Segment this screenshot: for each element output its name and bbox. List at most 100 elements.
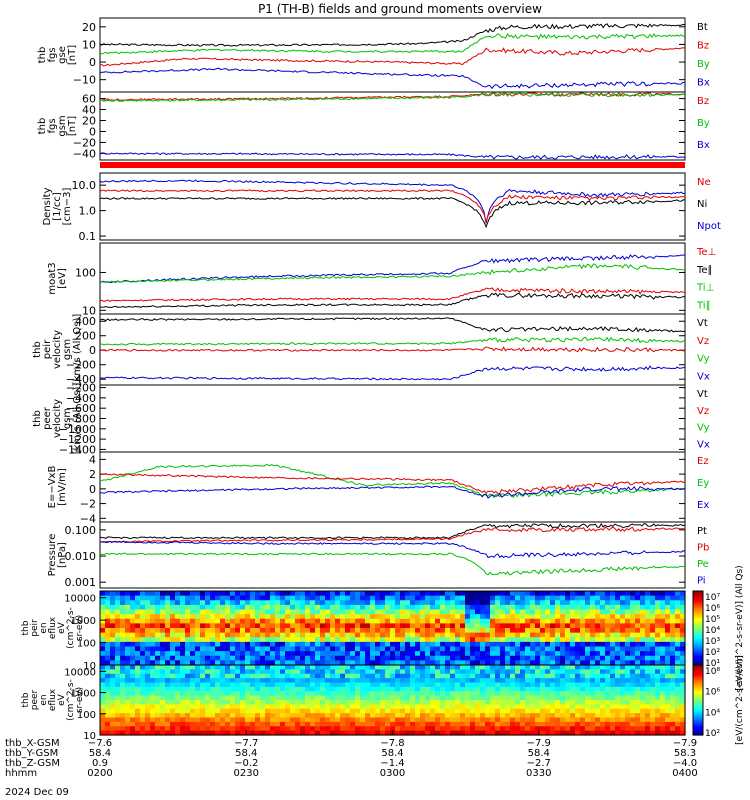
spectrogram-cell xyxy=(610,600,616,606)
spectrogram-cell xyxy=(150,660,156,666)
spectrogram-cell xyxy=(330,665,336,670)
spectrogram-cell xyxy=(155,618,161,624)
spectrogram-cell xyxy=(530,673,536,679)
spectrogram-cell xyxy=(565,730,571,736)
spectrogram-cell xyxy=(270,721,276,727)
spectrogram-cell xyxy=(300,665,306,670)
spectrogram-cell xyxy=(120,704,126,710)
spectrogram-cell xyxy=(420,665,426,670)
spectrogram-cell xyxy=(140,651,146,657)
spectrogram-cell xyxy=(470,682,476,688)
spectrogram-cell xyxy=(345,641,351,648)
spectrogram-cell xyxy=(150,614,156,620)
spectrogram-cell xyxy=(625,628,631,634)
spectrogram-cell xyxy=(375,700,381,705)
spectrogram-cell xyxy=(520,614,526,620)
spectrogram-cell xyxy=(130,600,136,606)
spectrogram-cell xyxy=(640,604,646,611)
spectrogram-cell xyxy=(665,691,671,697)
spectrogram-cell xyxy=(520,726,526,732)
colorbar-cell xyxy=(693,691,703,694)
spectrogram-cell xyxy=(360,717,366,723)
spectrogram-cell xyxy=(665,609,671,615)
spectrogram-cell xyxy=(125,726,131,732)
spectrogram-cell xyxy=(360,678,366,684)
spectrogram-cell xyxy=(575,730,581,736)
spectrogram-cell xyxy=(655,721,661,727)
legend-entry: Te∥ xyxy=(696,265,713,276)
spectrogram-cell xyxy=(280,660,286,666)
spectrogram-cell xyxy=(395,595,401,601)
spectrogram-cell xyxy=(215,721,221,727)
spectrogram-cell xyxy=(465,717,471,723)
spectrogram-cell xyxy=(500,717,506,723)
spectrogram-cell xyxy=(600,713,606,719)
spectrogram-cell xyxy=(490,604,496,611)
spectrogram-cell xyxy=(635,637,641,643)
spectrogram-cell xyxy=(475,713,481,719)
spectrogram-cell xyxy=(490,682,496,688)
spectrogram-cell xyxy=(435,713,441,719)
spectrogram-cell xyxy=(295,704,301,710)
spectrogram-cell xyxy=(290,660,296,666)
spectrogram-cell xyxy=(660,646,666,652)
spectrogram-cell xyxy=(375,708,381,714)
spectrogram-cell xyxy=(380,628,386,634)
spectrogram-cell xyxy=(265,632,271,638)
spectrogram-cell xyxy=(410,673,416,679)
spectrogram-cell xyxy=(280,609,286,615)
spectrogram-cell xyxy=(525,704,531,710)
spectrogram-cell xyxy=(275,691,281,697)
spectrogram-cell xyxy=(220,623,226,629)
spectrogram-cell xyxy=(650,600,656,606)
spectrogram-cell xyxy=(510,641,516,648)
spectrogram-cell xyxy=(295,673,301,679)
spectrogram-cell xyxy=(495,682,501,688)
spectrogram-cell xyxy=(495,704,501,710)
y-tick-label: 100 xyxy=(75,266,96,279)
spectrogram-cell xyxy=(155,673,161,679)
spectrogram-cell xyxy=(315,600,321,606)
spectrogram-cell xyxy=(175,708,181,714)
spectrogram-cell xyxy=(475,717,481,723)
spectrogram-cell xyxy=(435,637,441,643)
spectrogram-cell xyxy=(390,704,396,710)
spectrogram-cell xyxy=(530,682,536,688)
legend-entry: Vt xyxy=(697,389,708,400)
spectrogram-cell xyxy=(150,700,156,705)
spectrogram-cell xyxy=(590,691,596,697)
spectrogram-cell xyxy=(405,595,411,601)
spectrogram-cell xyxy=(185,730,191,736)
spectrogram-cell xyxy=(475,655,481,661)
spectrogram-cell xyxy=(635,673,641,679)
spectrogram-cell xyxy=(645,730,651,736)
spectrogram-cell xyxy=(530,591,536,597)
spectrogram-cell xyxy=(305,632,311,638)
spectrogram-cell xyxy=(555,646,561,652)
spectrogram-cell xyxy=(135,604,141,611)
spectrogram-cell xyxy=(550,713,556,719)
spectrogram-cell xyxy=(635,686,641,692)
spectrogram-cell xyxy=(115,708,121,714)
spectrogram-cell xyxy=(235,600,241,606)
spectrogram-cell xyxy=(540,641,546,648)
spectrogram-cell xyxy=(410,730,416,736)
spectrogram-cell xyxy=(145,700,151,705)
spectrogram-cell xyxy=(235,669,241,675)
spectrogram-cell xyxy=(110,614,116,620)
spectrogram-cell xyxy=(550,600,556,606)
spectrogram-cell xyxy=(150,609,156,615)
y-tick-label: 0.1 xyxy=(79,230,97,243)
spectrogram-cell xyxy=(345,651,351,657)
spectrogram-cell xyxy=(600,717,606,723)
spectrogram-cell xyxy=(540,730,546,736)
spectrogram-cell xyxy=(545,632,551,638)
spectrogram-cell xyxy=(345,609,351,615)
spectrogram-cell xyxy=(135,721,141,727)
spectrogram-cell xyxy=(100,678,106,684)
spectrogram-cell xyxy=(475,721,481,727)
y-tick-label: 10000 xyxy=(64,594,96,605)
spectrogram-cell xyxy=(460,600,466,606)
spectrogram-cell xyxy=(680,637,686,643)
spectrogram-cell xyxy=(235,695,241,701)
